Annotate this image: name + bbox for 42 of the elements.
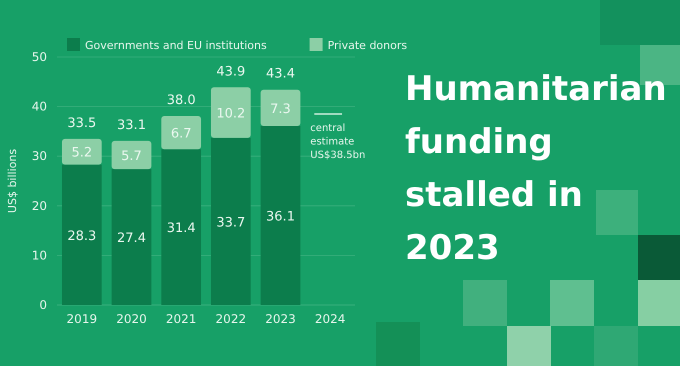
legend-label: Private donors	[328, 39, 408, 52]
bar	[210, 138, 251, 305]
total-label: 33.5	[67, 116, 96, 131]
y-axis-title: US$ billions	[6, 148, 19, 214]
ref-line-label: central estimate US$38.5bn	[310, 123, 366, 162]
bar	[62, 164, 102, 305]
data-label: 27.4	[117, 231, 146, 246]
data-label: 7.3	[270, 102, 291, 117]
bar	[210, 87, 251, 138]
data-label: 10.2	[216, 106, 246, 122]
data-label: 28.3	[67, 228, 96, 244]
total-label: 43.9	[216, 64, 246, 80]
bar	[161, 116, 202, 150]
legend-label: Governments and EU institutions	[85, 39, 267, 52]
y-tick-label: 20	[32, 198, 47, 213]
bar	[260, 126, 300, 305]
x-tick-label: 2019	[66, 312, 98, 326]
data-label: 5.2	[71, 146, 92, 161]
data-label: 6.7	[170, 126, 192, 142]
data-label: 33.7	[216, 215, 246, 230]
text: Humanitarian funding stalled in 2023	[405, 69, 667, 268]
total-label: 43.4	[266, 66, 295, 82]
total-label: 33.1	[117, 118, 146, 133]
bar	[260, 90, 300, 126]
y-tick-label: 10	[32, 248, 47, 262]
y-tick-label: 0	[39, 298, 47, 312]
x-tick-label: 2023	[265, 312, 296, 326]
bar	[112, 140, 152, 170]
y-tick-label: 30	[32, 149, 47, 164]
bar	[62, 138, 102, 165]
total-label: 38.0	[166, 93, 196, 108]
x-tick-label: 2024	[314, 312, 346, 326]
data-label: 31.4	[166, 221, 196, 236]
x-tick-label: 2021	[166, 312, 196, 326]
data-label: 36.1	[266, 209, 295, 224]
bar	[112, 169, 152, 305]
y-tick-label: 40	[32, 100, 47, 114]
y-tick-label: 50	[32, 50, 47, 64]
bar	[161, 149, 202, 305]
x-tick-label: 2020	[116, 312, 147, 326]
x-tick-label: 2022	[216, 312, 246, 326]
data-label: 5.7	[121, 148, 142, 164]
